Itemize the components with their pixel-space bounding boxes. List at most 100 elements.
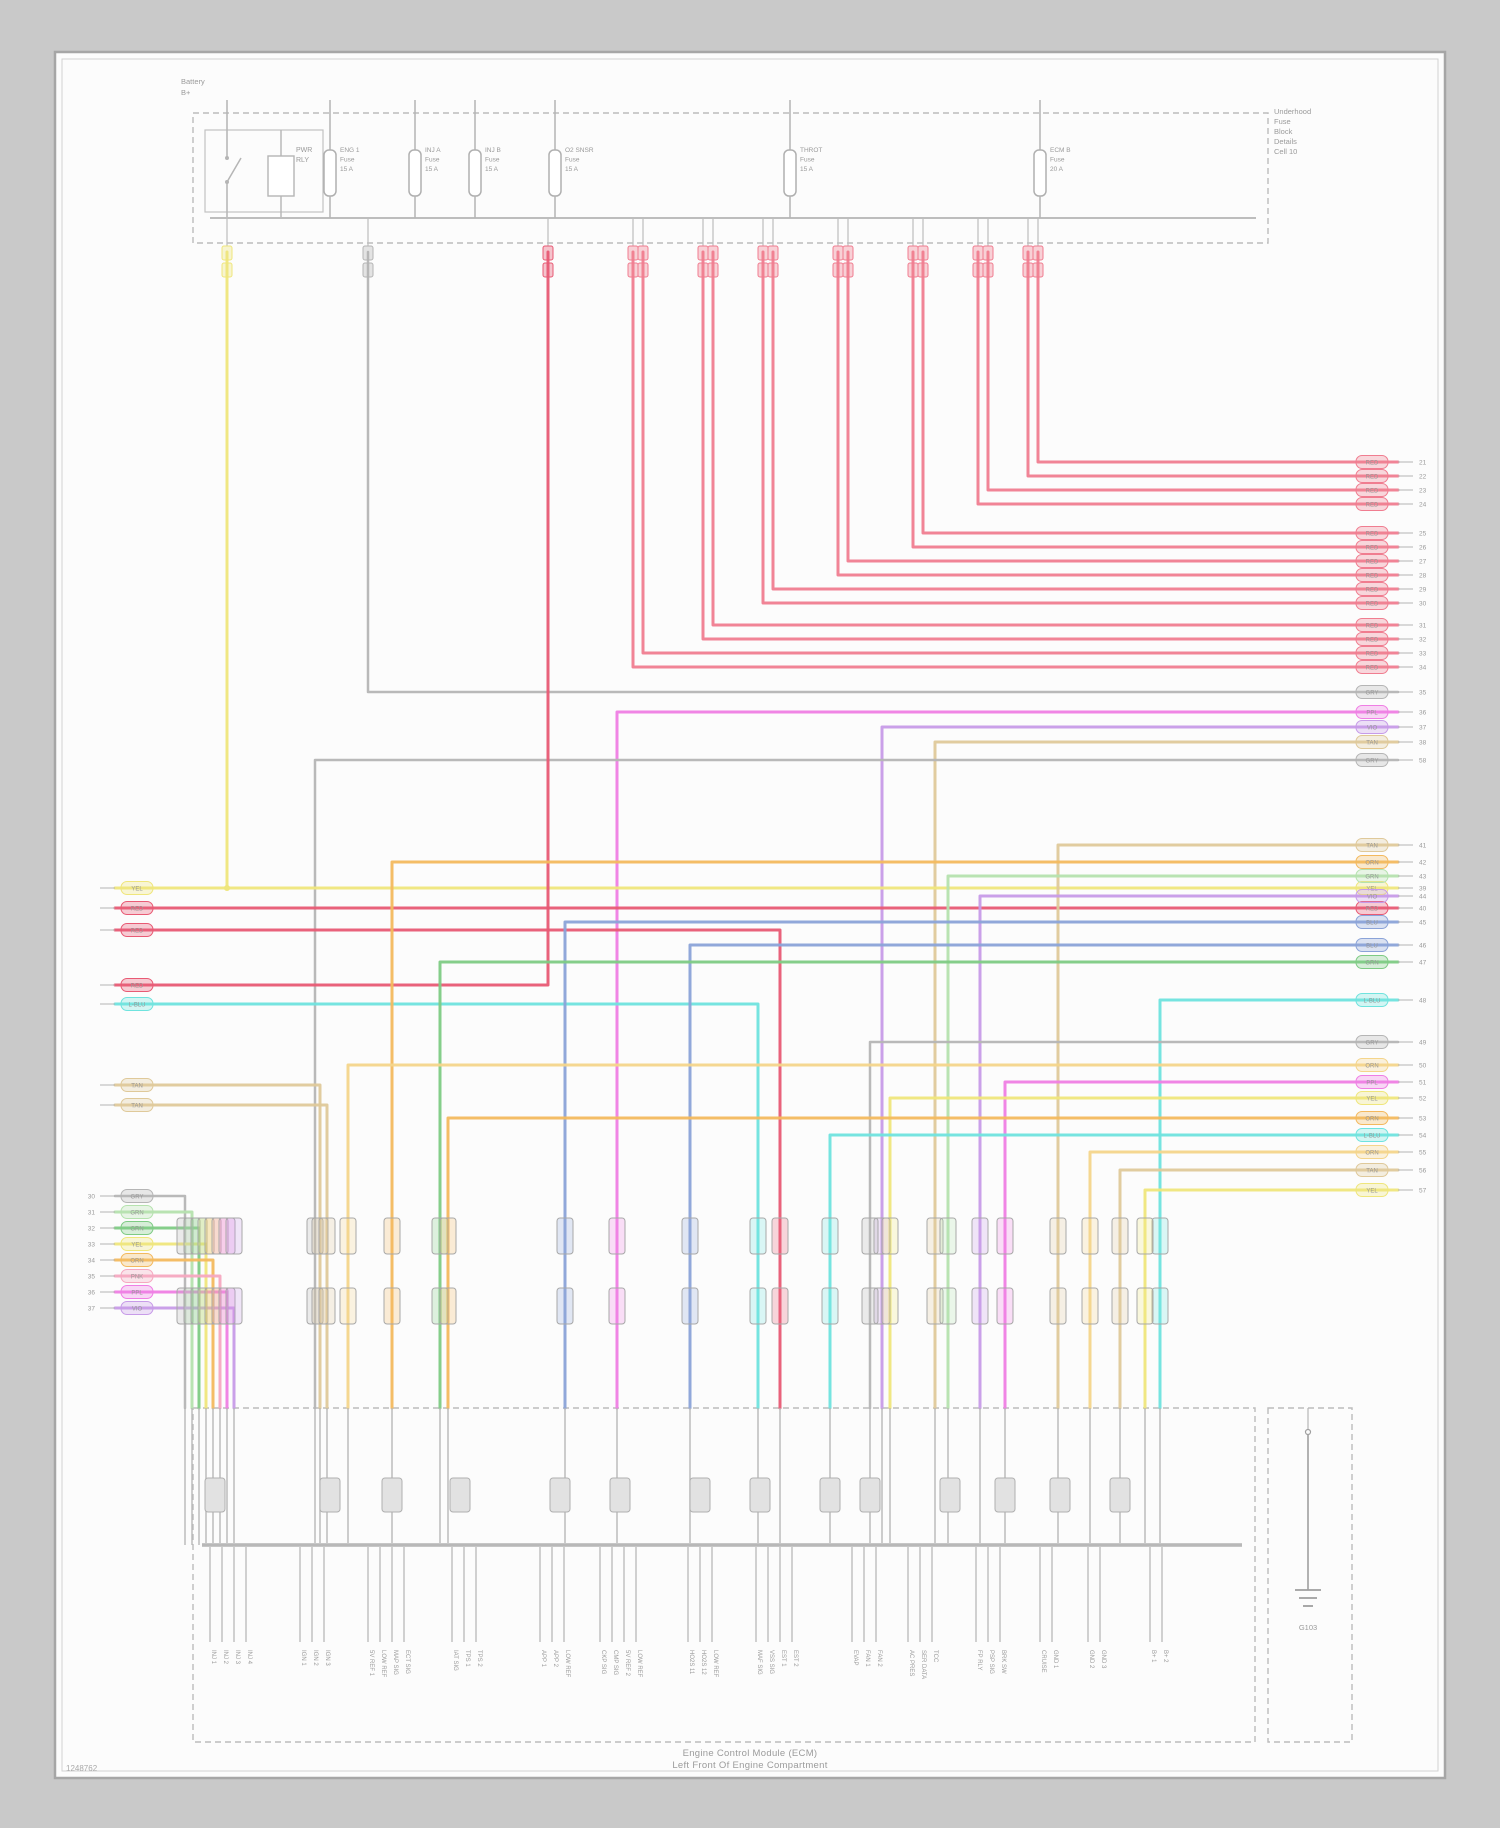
fuse-symbol	[408, 149, 422, 197]
svg-text:Fuse: Fuse	[340, 157, 355, 164]
svg-text:LOW REF: LOW REF	[564, 1650, 570, 1678]
ecm-inner-block	[1049, 1477, 1071, 1513]
inline-connector	[221, 262, 233, 278]
ecm-internals: INJ 1 INJ 2 INJ 3 INJ 4 IGN 1 IGN 2 IGN 3 5V RE…	[202, 1408, 1321, 1679]
svg-text:32: 32	[1419, 637, 1427, 644]
wire	[390, 860, 1400, 1410]
wire	[911, 250, 1400, 549]
wire	[976, 250, 1400, 506]
ecm-connector-block	[1081, 1287, 1099, 1325]
inline-connector	[767, 245, 779, 261]
svg-text:TCC: TCC	[932, 1650, 938, 1663]
wire	[113, 1274, 222, 1410]
svg-text:46: 46	[1419, 943, 1427, 950]
inline-connector	[637, 262, 649, 278]
wire-color-pill	[1355, 455, 1389, 469]
svg-text:52: 52	[1419, 1096, 1427, 1103]
wire-color-pill	[120, 1098, 154, 1112]
svg-text:47: 47	[1419, 960, 1427, 967]
svg-text:GND 2: GND 2	[1088, 1650, 1094, 1669]
svg-text:15 A: 15 A	[800, 166, 814, 173]
wire	[1143, 1188, 1400, 1410]
svg-text:45: 45	[1419, 920, 1427, 927]
svg-text:23: 23	[1419, 488, 1427, 495]
wire-color-pill	[1355, 1163, 1389, 1177]
wire-color-pill	[1355, 646, 1389, 660]
wire	[836, 250, 1400, 577]
svg-text:L-BLU: L-BLU	[1363, 999, 1380, 1005]
inline-connector	[542, 262, 554, 278]
svg-text:BRK SW: BRK SW	[1000, 1650, 1006, 1674]
svg-text:36: 36	[88, 1290, 96, 1297]
svg-text:20 A: 20 A	[1050, 166, 1064, 173]
ecm-connector-block	[608, 1287, 626, 1325]
svg-text:PSP SIG: PSP SIG	[988, 1650, 994, 1674]
svg-text:O2 SNSR: O2 SNSR	[565, 147, 594, 154]
svg-text:RED: RED	[1366, 503, 1379, 509]
svg-text:33: 33	[1419, 651, 1427, 658]
svg-text:PPL: PPL	[1366, 1081, 1378, 1087]
svg-text:ENG 1: ENG 1	[340, 147, 360, 154]
svg-text:57: 57	[1419, 1188, 1427, 1195]
svg-text:37: 37	[88, 1306, 96, 1313]
svg-text:EST 2: EST 2	[792, 1650, 798, 1667]
svg-text:RED: RED	[131, 984, 144, 990]
svg-text:PPL: PPL	[131, 1291, 143, 1297]
inline-connector	[757, 245, 769, 261]
svg-text:Fuse: Fuse	[1274, 117, 1291, 126]
inline-connector	[842, 262, 854, 278]
svg-text:Fuse: Fuse	[800, 157, 815, 164]
ecm-inner-block	[939, 1477, 961, 1513]
wire-color-pill	[1355, 1145, 1389, 1159]
wire	[113, 1194, 187, 1410]
wire-color-pill	[1355, 705, 1389, 719]
svg-text:33: 33	[88, 1242, 96, 1249]
svg-text:31: 31	[88, 1210, 96, 1217]
wire	[921, 250, 1400, 535]
ecm-connector-block	[821, 1287, 839, 1325]
svg-text:RED: RED	[1366, 574, 1379, 580]
ecm-connector-block	[996, 1287, 1014, 1325]
wire	[631, 250, 1400, 669]
wire-color-pill	[120, 881, 154, 895]
ecm-inner-block	[819, 1477, 841, 1513]
connectors: RED 21 RED 22 RED 23 RED 24 RED 25 RED 26 RED 27 RED 28…	[88, 218, 1427, 1545]
inline-connector	[832, 262, 844, 278]
fuse-symbol	[323, 149, 337, 197]
svg-text:22: 22	[1419, 474, 1427, 481]
svg-text:21: 21	[1419, 460, 1427, 467]
svg-text:APP 1: APP 1	[540, 1650, 546, 1668]
dashed-component-box	[192, 112, 1269, 244]
wire-color-pill	[1355, 483, 1389, 497]
ecm-inner-block	[749, 1477, 771, 1513]
wire-color-pill	[1355, 881, 1389, 895]
inline-connector	[542, 245, 554, 261]
svg-text:LOW REF: LOW REF	[380, 1650, 386, 1678]
ecm-connector-block	[1151, 1287, 1169, 1325]
wire	[880, 725, 1400, 1410]
page-footer-code: 1248762	[66, 1764, 98, 1773]
inline-connector	[707, 262, 719, 278]
svg-text:LOW REF: LOW REF	[712, 1650, 718, 1678]
inline-connector	[627, 262, 639, 278]
diagram-caption-line2: Left Front Of Engine Compartment	[672, 1760, 828, 1771]
wire	[113, 1242, 208, 1410]
inline-connector	[707, 245, 719, 261]
inline-connector	[907, 262, 919, 278]
svg-text:RED: RED	[1366, 652, 1379, 658]
svg-text:30: 30	[1419, 601, 1427, 608]
wire	[1158, 998, 1400, 1410]
wire	[946, 874, 1400, 1410]
svg-text:TPS 2: TPS 2	[476, 1650, 482, 1667]
svg-text:RED: RED	[1366, 560, 1379, 566]
inline-connector	[1022, 245, 1034, 261]
wire-color-pill	[1355, 915, 1389, 929]
inline-connector	[1022, 262, 1034, 278]
wire-color-pill	[1355, 838, 1389, 852]
wires	[113, 250, 1400, 1410]
wire-color-pill	[1355, 901, 1389, 915]
wire	[113, 250, 550, 987]
wire	[828, 1133, 1400, 1410]
ecm-connector-block	[749, 1217, 767, 1255]
svg-text:15 A: 15 A	[340, 166, 354, 173]
